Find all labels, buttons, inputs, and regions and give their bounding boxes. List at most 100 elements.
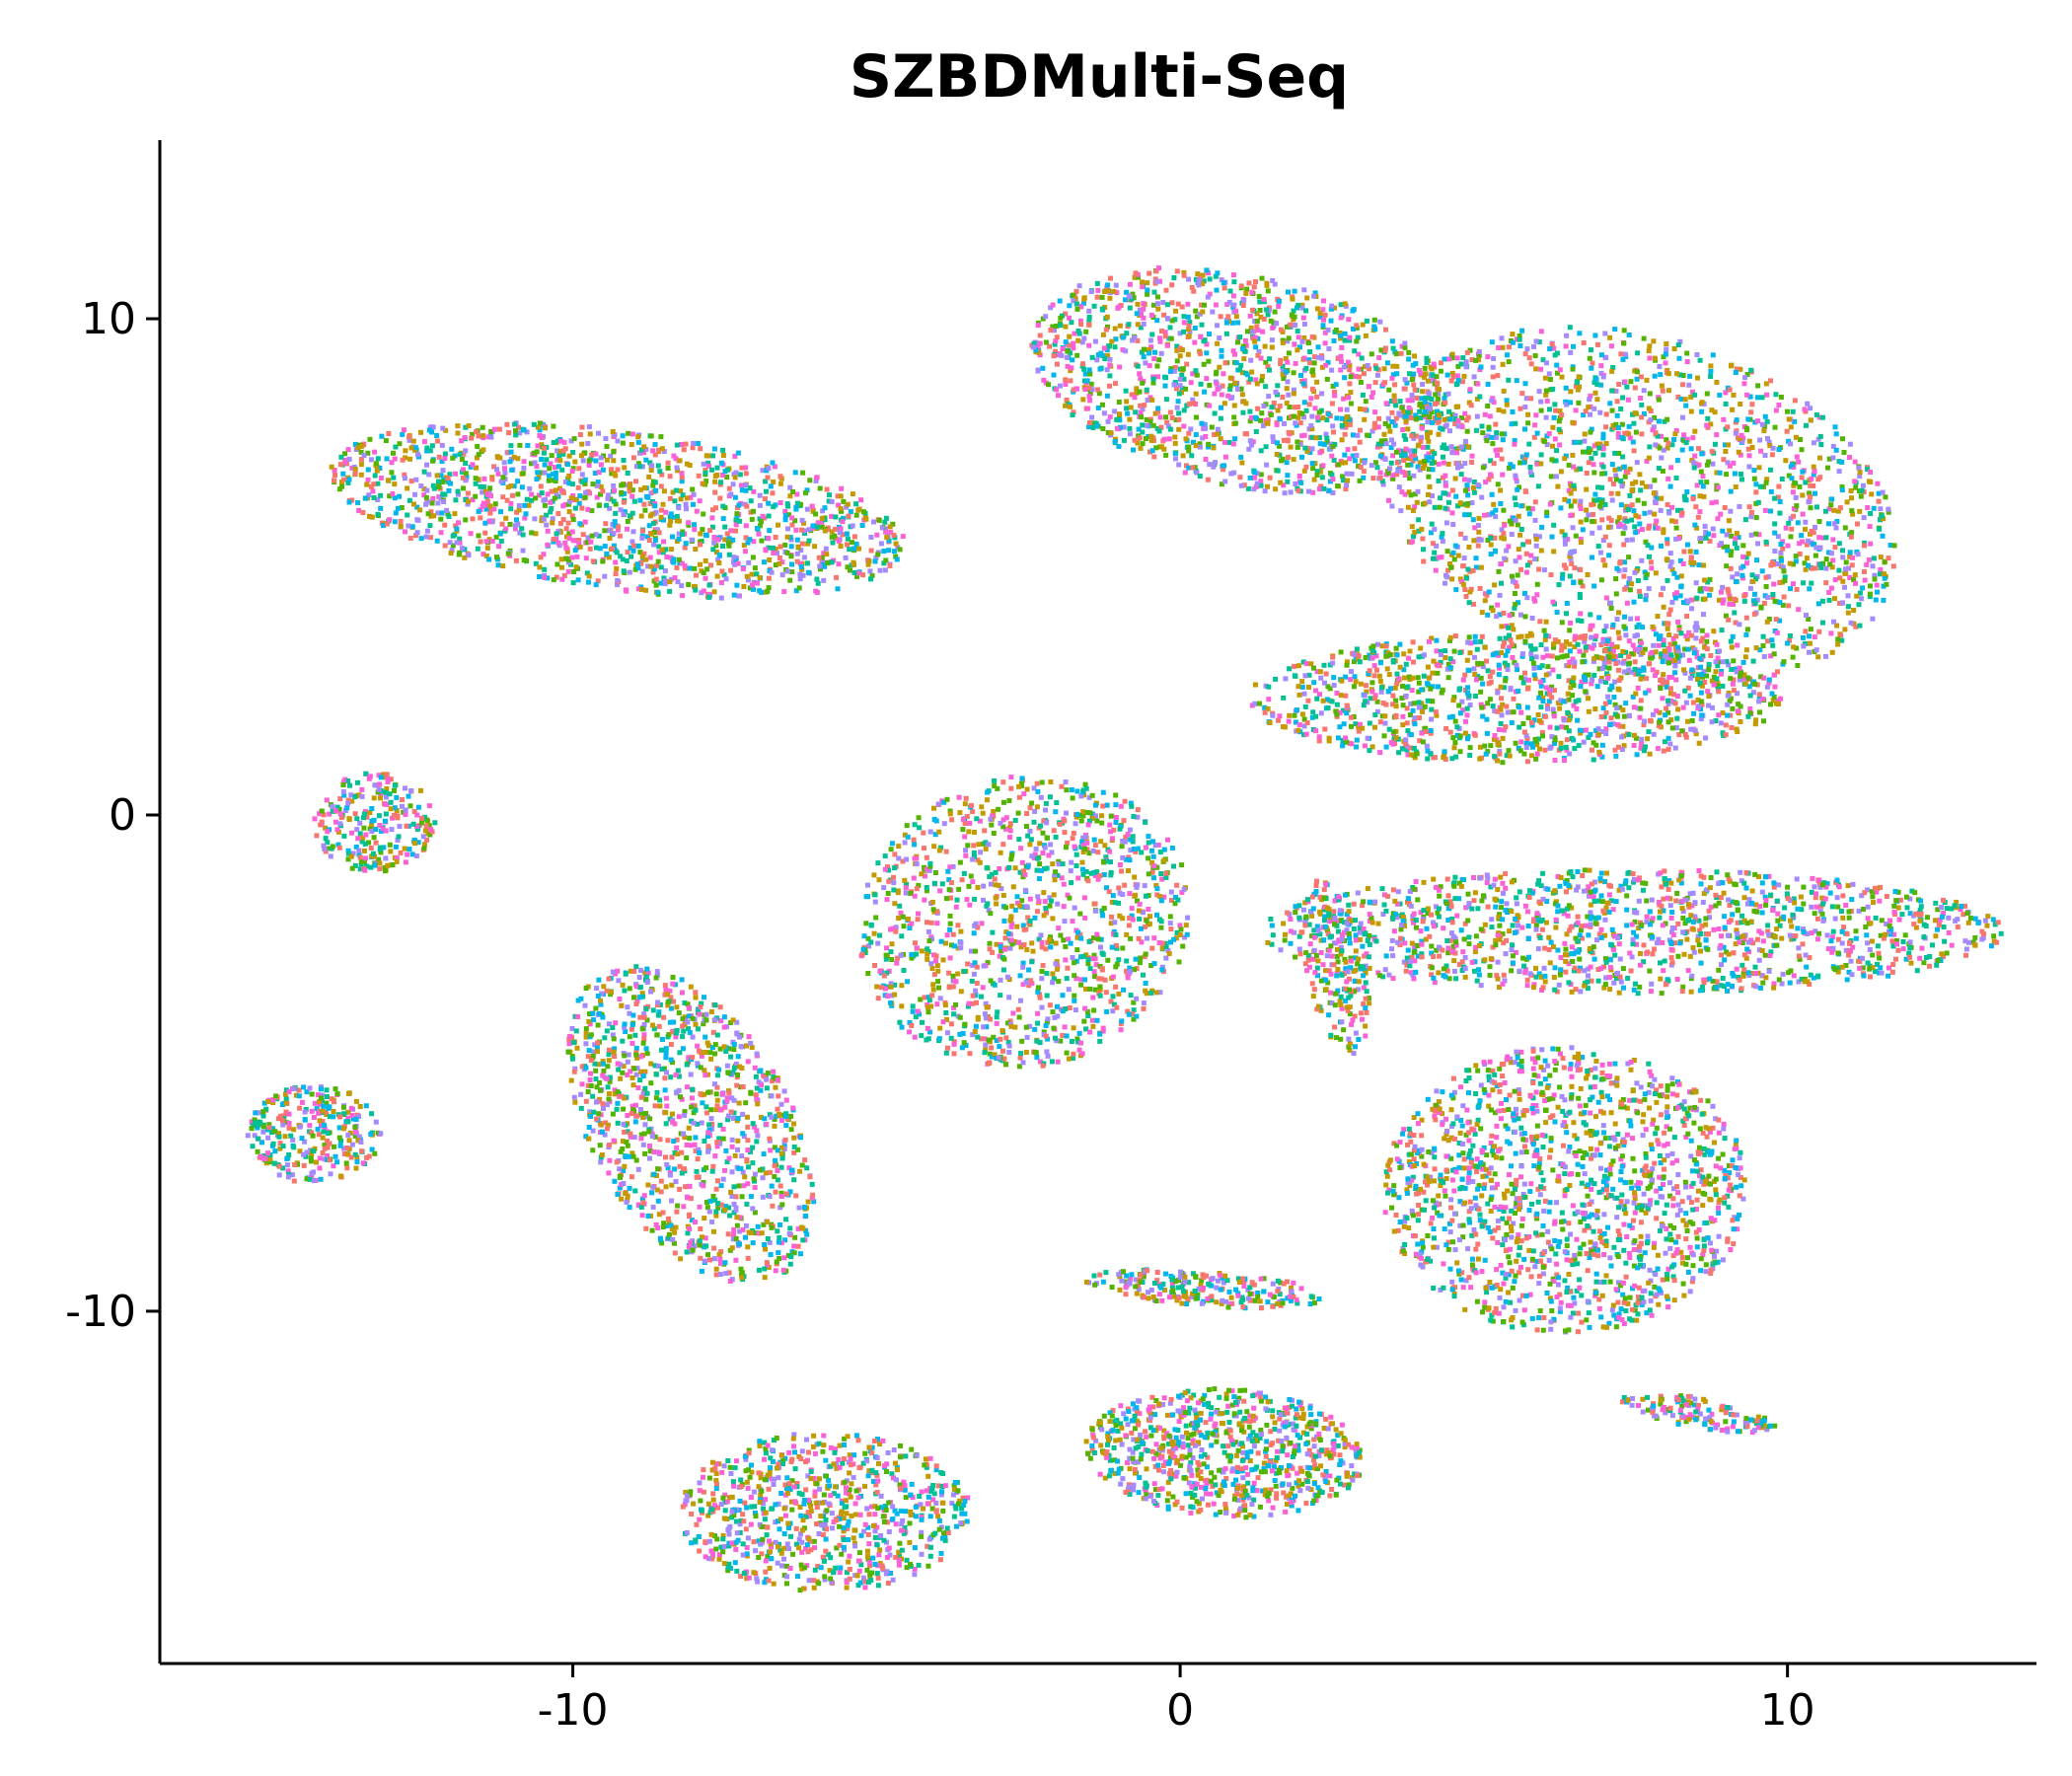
scatter-point bbox=[1498, 447, 1504, 453]
scatter-point bbox=[1443, 482, 1448, 488]
scatter-point bbox=[466, 553, 472, 558]
scatter-point bbox=[1405, 504, 1411, 510]
scatter-point bbox=[1153, 268, 1159, 274]
scatter-point bbox=[629, 442, 634, 447]
scatter-point bbox=[1241, 482, 1247, 488]
scatter-point bbox=[565, 520, 571, 526]
scatter-point bbox=[1441, 454, 1445, 460]
scatter-point bbox=[1154, 363, 1160, 369]
scatter-point bbox=[1352, 348, 1358, 354]
scatter-point bbox=[625, 519, 630, 524]
scatter-point bbox=[1547, 501, 1553, 507]
scatter-point bbox=[1348, 401, 1354, 407]
scatter-point bbox=[881, 549, 887, 555]
scatter-point bbox=[439, 442, 445, 448]
scatter-point bbox=[613, 523, 619, 529]
scatter-point bbox=[1860, 482, 1866, 488]
scatter-point bbox=[383, 438, 389, 444]
scatter-point bbox=[570, 538, 576, 544]
scatter-point bbox=[1653, 430, 1659, 436]
scatter-point bbox=[1155, 374, 1160, 380]
scatter-point bbox=[651, 542, 657, 548]
scatter-point bbox=[1606, 543, 1612, 549]
scatter-point bbox=[364, 481, 370, 487]
scatter-point bbox=[1725, 460, 1731, 466]
scatter-point bbox=[475, 444, 481, 449]
scatter-point bbox=[1167, 325, 1173, 331]
scatter-point bbox=[582, 494, 588, 500]
scatter-point bbox=[1677, 593, 1683, 599]
scatter-point bbox=[1417, 408, 1423, 414]
scatter-point bbox=[1424, 458, 1430, 464]
scatter-point bbox=[1096, 391, 1102, 397]
scatter-point bbox=[1073, 288, 1079, 294]
scatter-point bbox=[1832, 577, 1838, 583]
scatter-point bbox=[548, 509, 554, 515]
scatter-point bbox=[740, 566, 746, 571]
scatter-point bbox=[475, 546, 481, 552]
scatter-point bbox=[1094, 294, 1100, 300]
scatter-point bbox=[1041, 377, 1047, 383]
scatter-point bbox=[1610, 365, 1616, 370]
scatter-point bbox=[1550, 443, 1555, 449]
scatter-point bbox=[1598, 577, 1604, 583]
scatter-point bbox=[1330, 490, 1336, 495]
scatter-point bbox=[1659, 433, 1665, 439]
scatter-point bbox=[1807, 586, 1813, 592]
scatter-point bbox=[654, 562, 659, 568]
scatter-point bbox=[1203, 425, 1209, 431]
scatter-point bbox=[1845, 593, 1851, 599]
scatter-point bbox=[1476, 357, 1481, 363]
scatter-point bbox=[1058, 315, 1064, 321]
scatter-point bbox=[570, 517, 576, 522]
scatter-point bbox=[1405, 426, 1411, 432]
scatter-point bbox=[1812, 469, 1817, 475]
scatter-point bbox=[557, 449, 563, 455]
scatter-point bbox=[586, 458, 592, 464]
scatter-point bbox=[1397, 399, 1403, 405]
scatter-point bbox=[1295, 444, 1300, 450]
scatter-point bbox=[1526, 355, 1532, 361]
scatter-point bbox=[1815, 436, 1821, 442]
scatter-point bbox=[654, 527, 660, 533]
scatter-point bbox=[679, 560, 685, 566]
scatter-point bbox=[1538, 399, 1544, 405]
scatter-point bbox=[1712, 409, 1718, 415]
scatter-point bbox=[773, 562, 778, 568]
scatter-point bbox=[1202, 389, 1208, 395]
scatter-point bbox=[1853, 624, 1859, 629]
scatter-point bbox=[1542, 375, 1548, 381]
scatter-point bbox=[1413, 412, 1419, 418]
scatter-point bbox=[1557, 367, 1563, 373]
scatter-point bbox=[1377, 470, 1383, 476]
scatter-point bbox=[1344, 407, 1350, 412]
scatter-point bbox=[1776, 483, 1782, 489]
scatter-point bbox=[1240, 343, 1246, 349]
scatter-point bbox=[508, 483, 514, 488]
scatter-point bbox=[1587, 449, 1591, 455]
scatter-point bbox=[370, 488, 376, 494]
scatter-point bbox=[1351, 326, 1356, 332]
scatter-point bbox=[1857, 488, 1862, 494]
scatter-point bbox=[822, 505, 828, 511]
scatter-point bbox=[1353, 374, 1359, 379]
scatter-point bbox=[1230, 293, 1236, 299]
scatter-point bbox=[1775, 669, 1780, 675]
scatter-point bbox=[793, 527, 799, 533]
scatter-point bbox=[665, 460, 671, 466]
scatter-point bbox=[1068, 378, 1073, 384]
scatter-point bbox=[1372, 327, 1378, 332]
scatter-point bbox=[1339, 344, 1345, 350]
scatter-point bbox=[457, 451, 463, 457]
scatter-point bbox=[346, 499, 352, 505]
scatter-point bbox=[1189, 284, 1195, 290]
scatter-point bbox=[1299, 305, 1305, 311]
scatter-point bbox=[649, 531, 655, 537]
scatter-point bbox=[632, 566, 638, 572]
scatter-point bbox=[1813, 545, 1819, 551]
scatter-point bbox=[1202, 302, 1207, 308]
scatter-point bbox=[1785, 640, 1791, 646]
scatter-point bbox=[1689, 673, 1695, 679]
scatter-point bbox=[1770, 592, 1776, 597]
scatter-point bbox=[550, 472, 555, 478]
